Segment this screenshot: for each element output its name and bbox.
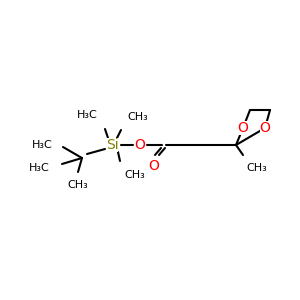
- Text: CH₃: CH₃: [68, 180, 88, 190]
- Text: CH₃: CH₃: [124, 170, 145, 180]
- Text: O: O: [148, 159, 159, 173]
- Text: H₃C: H₃C: [77, 110, 98, 120]
- Text: H₃C: H₃C: [29, 163, 50, 173]
- Text: O: O: [238, 121, 248, 135]
- Text: CH₃: CH₃: [127, 112, 148, 122]
- Text: O: O: [260, 121, 270, 135]
- Text: CH₃: CH₃: [246, 163, 267, 173]
- Text: H₃C: H₃C: [32, 140, 53, 150]
- Text: Si: Si: [106, 138, 118, 152]
- Text: O: O: [135, 138, 146, 152]
